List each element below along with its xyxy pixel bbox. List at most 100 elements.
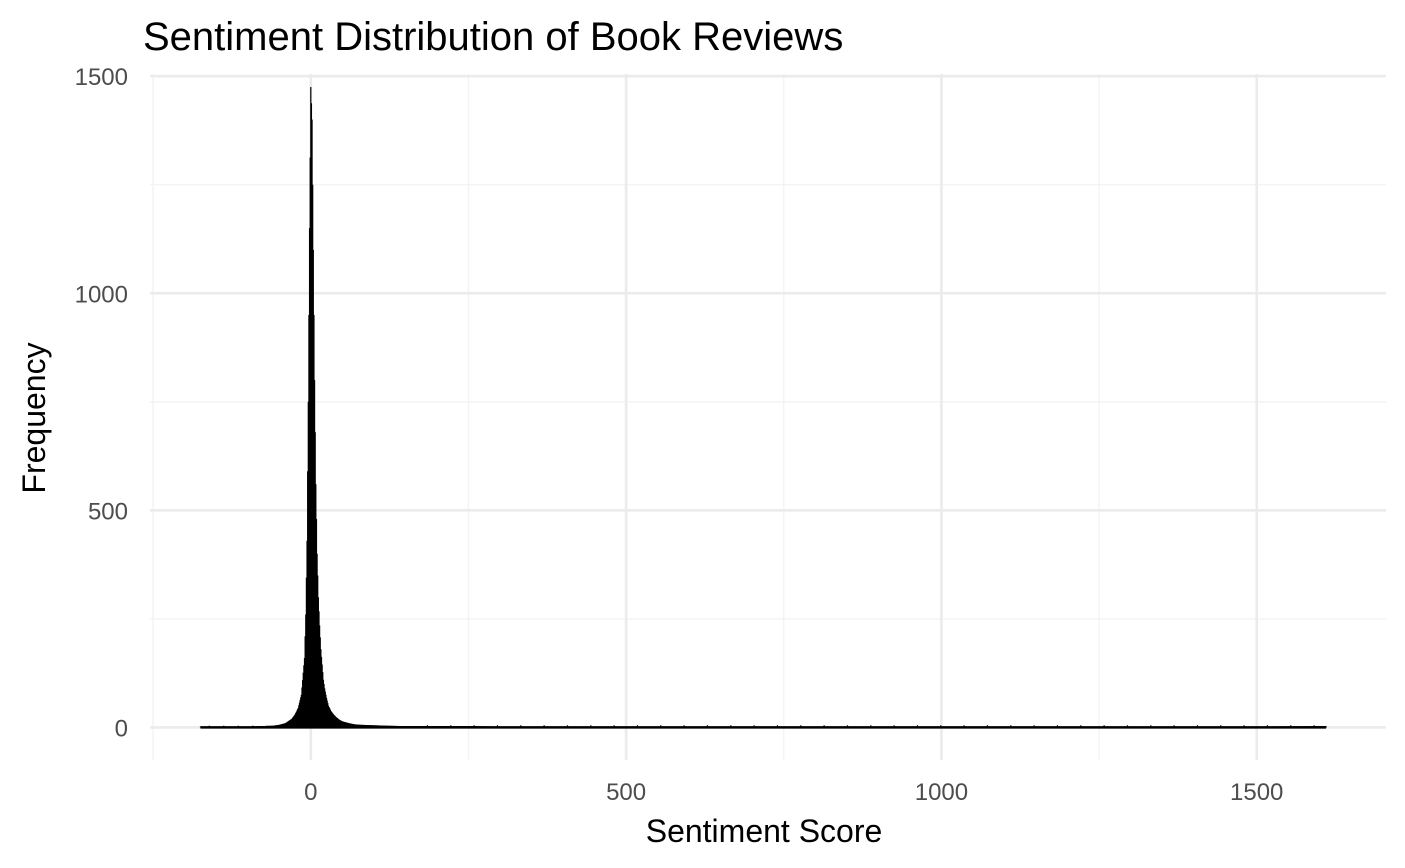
histogram-bar <box>1305 726 1307 728</box>
histogram-bar <box>307 471 309 728</box>
histogram-bar <box>924 726 926 728</box>
histogram-bar <box>1219 726 1221 728</box>
histogram-bar <box>1305 726 1308 728</box>
histogram-bar <box>247 726 249 728</box>
histogram-bar <box>390 725 392 728</box>
histogram-bar <box>297 707 299 728</box>
histogram-bar <box>1254 726 1257 728</box>
histogram-bar <box>307 401 309 728</box>
x-tick-label: 500 <box>606 779 646 806</box>
histogram-bar <box>382 725 384 728</box>
histogram-bar <box>484 726 487 728</box>
histogram-bar <box>641 726 643 728</box>
histogram-bar <box>320 649 322 728</box>
histogram-bar <box>361 724 363 728</box>
histogram-bar <box>366 725 368 728</box>
histogram-bar <box>329 709 331 728</box>
histogram-bar <box>526 726 528 728</box>
histogram-bar <box>324 688 326 728</box>
histogram-bar <box>795 726 797 728</box>
histogram-bar <box>407 726 409 728</box>
histogram-bar <box>302 672 304 728</box>
histogram-bar <box>257 726 260 728</box>
histogram-bar <box>916 726 918 728</box>
histogram-bar <box>572 726 574 728</box>
histogram-bar <box>522 726 524 728</box>
histogram-bar <box>596 726 598 728</box>
histogram-bar <box>474 726 476 728</box>
histogram-bar <box>645 726 647 728</box>
histogram-bar <box>500 726 502 728</box>
histogram-bar <box>365 724 367 728</box>
histogram-bar <box>477 726 479 728</box>
histogram-bar <box>1275 726 1277 728</box>
histogram-bar <box>419 726 422 728</box>
histogram-bar <box>481 726 483 728</box>
histogram-bar <box>1301 726 1303 728</box>
histogram-bar <box>833 726 835 728</box>
histogram-bar <box>559 726 562 728</box>
histogram-bar <box>474 726 476 728</box>
histogram-bar <box>852 726 854 728</box>
histogram-bar <box>239 726 241 728</box>
histogram-bar <box>396 725 398 728</box>
histogram-bar <box>570 726 572 728</box>
histogram-bar <box>360 724 362 728</box>
histogram-bar <box>284 723 287 728</box>
histogram-bar <box>866 726 868 728</box>
histogram-bar <box>332 713 334 728</box>
histogram-bar <box>330 710 332 728</box>
histogram-bar <box>1280 726 1282 728</box>
histogram-bar <box>809 726 811 728</box>
histogram-bar <box>1249 726 1252 728</box>
histogram-bar <box>375 725 377 728</box>
histogram-bar <box>625 726 627 728</box>
histogram-bar <box>290 719 292 728</box>
histogram-bar <box>214 726 216 728</box>
histogram-bar <box>264 725 266 728</box>
x-axis-tick-labels: 0 500 1000 1500 <box>304 779 1283 806</box>
histogram-bar <box>455 726 458 728</box>
histogram-bar <box>242 726 244 728</box>
histogram-bar <box>905 726 907 728</box>
histogram-bar <box>453 726 456 728</box>
histogram-bar <box>1261 726 1263 728</box>
histogram-bar <box>305 577 307 728</box>
histogram-bar <box>421 726 423 728</box>
histogram-bar <box>287 721 289 728</box>
histogram-bar <box>783 726 785 728</box>
histogram-bar <box>312 184 314 728</box>
histogram-bar <box>465 726 468 728</box>
histogram-bar <box>515 726 517 728</box>
histogram-bar <box>1225 726 1228 728</box>
histogram-bar <box>348 723 350 728</box>
histogram-bar <box>240 726 242 728</box>
histogram-bar <box>256 726 258 728</box>
histogram-bar <box>368 725 370 728</box>
histogram-bar <box>810 726 812 728</box>
histogram-bar <box>592 726 594 728</box>
histogram-bar <box>371 725 373 728</box>
histogram-bar <box>1232 726 1234 728</box>
histogram-bar <box>566 725 569 728</box>
histogram-bar <box>1241 726 1243 728</box>
histogram-bar <box>400 726 402 728</box>
histogram-bar <box>529 726 531 728</box>
histogram-bar <box>493 726 495 728</box>
histogram-bar <box>555 726 557 728</box>
histogram-bar <box>447 726 449 728</box>
histogram-bar <box>414 726 417 728</box>
histogram-bar <box>1213 726 1216 728</box>
histogram-bar <box>1319 726 1321 728</box>
histogram-bar <box>207 726 209 728</box>
histogram-bar <box>546 726 548 728</box>
histogram-bar <box>286 721 289 728</box>
histogram-bar <box>909 726 912 728</box>
histogram-bar <box>260 726 262 728</box>
histogram-bar <box>369 725 371 728</box>
histogram-bar <box>476 726 478 728</box>
histogram-bar <box>452 726 454 728</box>
histogram-bar <box>440 726 442 728</box>
histogram-bar <box>1293 726 1295 728</box>
histogram-bar <box>308 228 311 728</box>
